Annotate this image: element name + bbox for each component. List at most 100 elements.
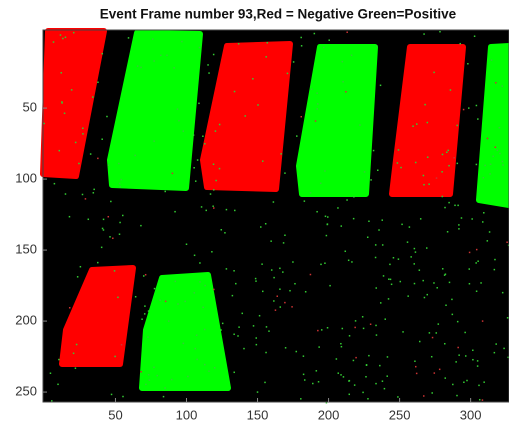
noise-dot	[450, 89, 452, 91]
noise-dot	[102, 53, 104, 55]
noise-dot	[121, 344, 123, 346]
noise-dot	[382, 380, 384, 382]
noise-dot	[431, 392, 433, 394]
noise-dot	[423, 33, 425, 35]
noise-dot	[224, 232, 226, 234]
noise-dot	[355, 320, 357, 322]
noise-dot	[492, 156, 494, 158]
noise-dot	[293, 61, 295, 63]
noise-dot	[336, 358, 338, 360]
noise-dot	[283, 242, 285, 244]
noise-dot	[476, 164, 478, 166]
noise-dot	[193, 134, 195, 136]
noise-dot	[363, 328, 365, 330]
noise-dot	[294, 283, 296, 285]
noise-dot	[375, 244, 377, 246]
noise-dot	[221, 229, 223, 231]
noise-dot	[321, 329, 323, 331]
noise-dot	[149, 379, 151, 381]
noise-dot	[304, 200, 306, 202]
x-tick-label: 150	[247, 407, 269, 422]
noise-dot	[420, 218, 422, 220]
noise-dot	[495, 343, 497, 345]
noise-dot	[436, 332, 438, 334]
noise-dot	[362, 392, 364, 394]
noise-dot	[472, 359, 474, 361]
noise-dot	[273, 300, 275, 302]
noise-dot	[484, 165, 486, 167]
noise-dot	[261, 263, 263, 265]
noise-dot	[168, 320, 170, 322]
noise-dot	[329, 285, 331, 287]
noise-dot	[301, 45, 303, 47]
noise-dot	[456, 125, 458, 127]
noise-dot	[477, 365, 479, 367]
noise-dot	[78, 163, 80, 165]
noise-dot	[181, 41, 183, 43]
noise-dot	[318, 381, 320, 383]
noise-dot	[326, 235, 328, 237]
noise-dot	[174, 211, 176, 213]
noise-dot	[378, 229, 380, 231]
noise-dot	[232, 295, 234, 297]
noise-dot	[97, 158, 99, 160]
noise-dot	[256, 344, 257, 346]
noise-dot	[137, 65, 139, 67]
noise-dot	[280, 306, 282, 308]
noise-dot	[175, 281, 177, 283]
noise-dot	[226, 268, 228, 270]
noise-dot	[213, 163, 215, 165]
noise-dot	[375, 287, 377, 289]
noise-dot	[324, 262, 326, 264]
noise-dot	[414, 360, 416, 362]
noise-dot	[375, 325, 377, 327]
noise-dot	[368, 355, 370, 357]
noise-dot	[171, 379, 173, 381]
noise-dot	[204, 329, 206, 331]
noise-dot	[117, 297, 119, 299]
noise-dot	[354, 327, 356, 329]
noise-dot	[393, 257, 395, 259]
noise-dot	[140, 67, 142, 69]
noise-dot	[62, 38, 64, 40]
noise-dot	[97, 262, 99, 264]
noise-dot	[454, 205, 456, 207]
noise-dot	[359, 124, 361, 126]
noise-dot	[477, 360, 479, 362]
noise-dot	[465, 355, 467, 357]
noise-dot	[448, 202, 450, 204]
noise-dot	[353, 196, 355, 198]
noise-dot	[120, 179, 122, 181]
noise-dot	[271, 269, 273, 271]
noise-dot	[118, 163, 120, 165]
noise-dot	[316, 92, 318, 94]
noise-dot	[463, 109, 465, 111]
noise-dot	[410, 256, 412, 258]
noise-dot	[469, 268, 471, 270]
noise-dot	[439, 369, 441, 371]
noise-dot	[233, 334, 235, 336]
noise-dot	[345, 251, 347, 253]
noise-dot	[108, 165, 110, 167]
noise-dot	[120, 186, 122, 188]
noise-dot	[88, 219, 90, 221]
noise-dot	[502, 164, 504, 166]
noise-dot	[90, 153, 92, 155]
noise-dot	[140, 225, 142, 227]
noise-dot	[494, 259, 496, 261]
noise-dot	[197, 159, 199, 161]
y-tick-label: 200	[15, 313, 37, 328]
noise-dot	[103, 229, 105, 231]
noise-dot	[483, 381, 485, 383]
noise-dot	[441, 171, 443, 173]
noise-dot	[407, 295, 409, 297]
noise-dot	[390, 279, 392, 281]
noise-dot	[444, 207, 446, 209]
noise-dot	[387, 356, 389, 358]
noise-dot	[265, 352, 267, 354]
noise-dot	[238, 43, 240, 45]
noise-dot	[327, 327, 329, 329]
noise-dot	[92, 96, 94, 98]
noise-dot	[119, 183, 121, 185]
noise-dot	[457, 205, 459, 207]
